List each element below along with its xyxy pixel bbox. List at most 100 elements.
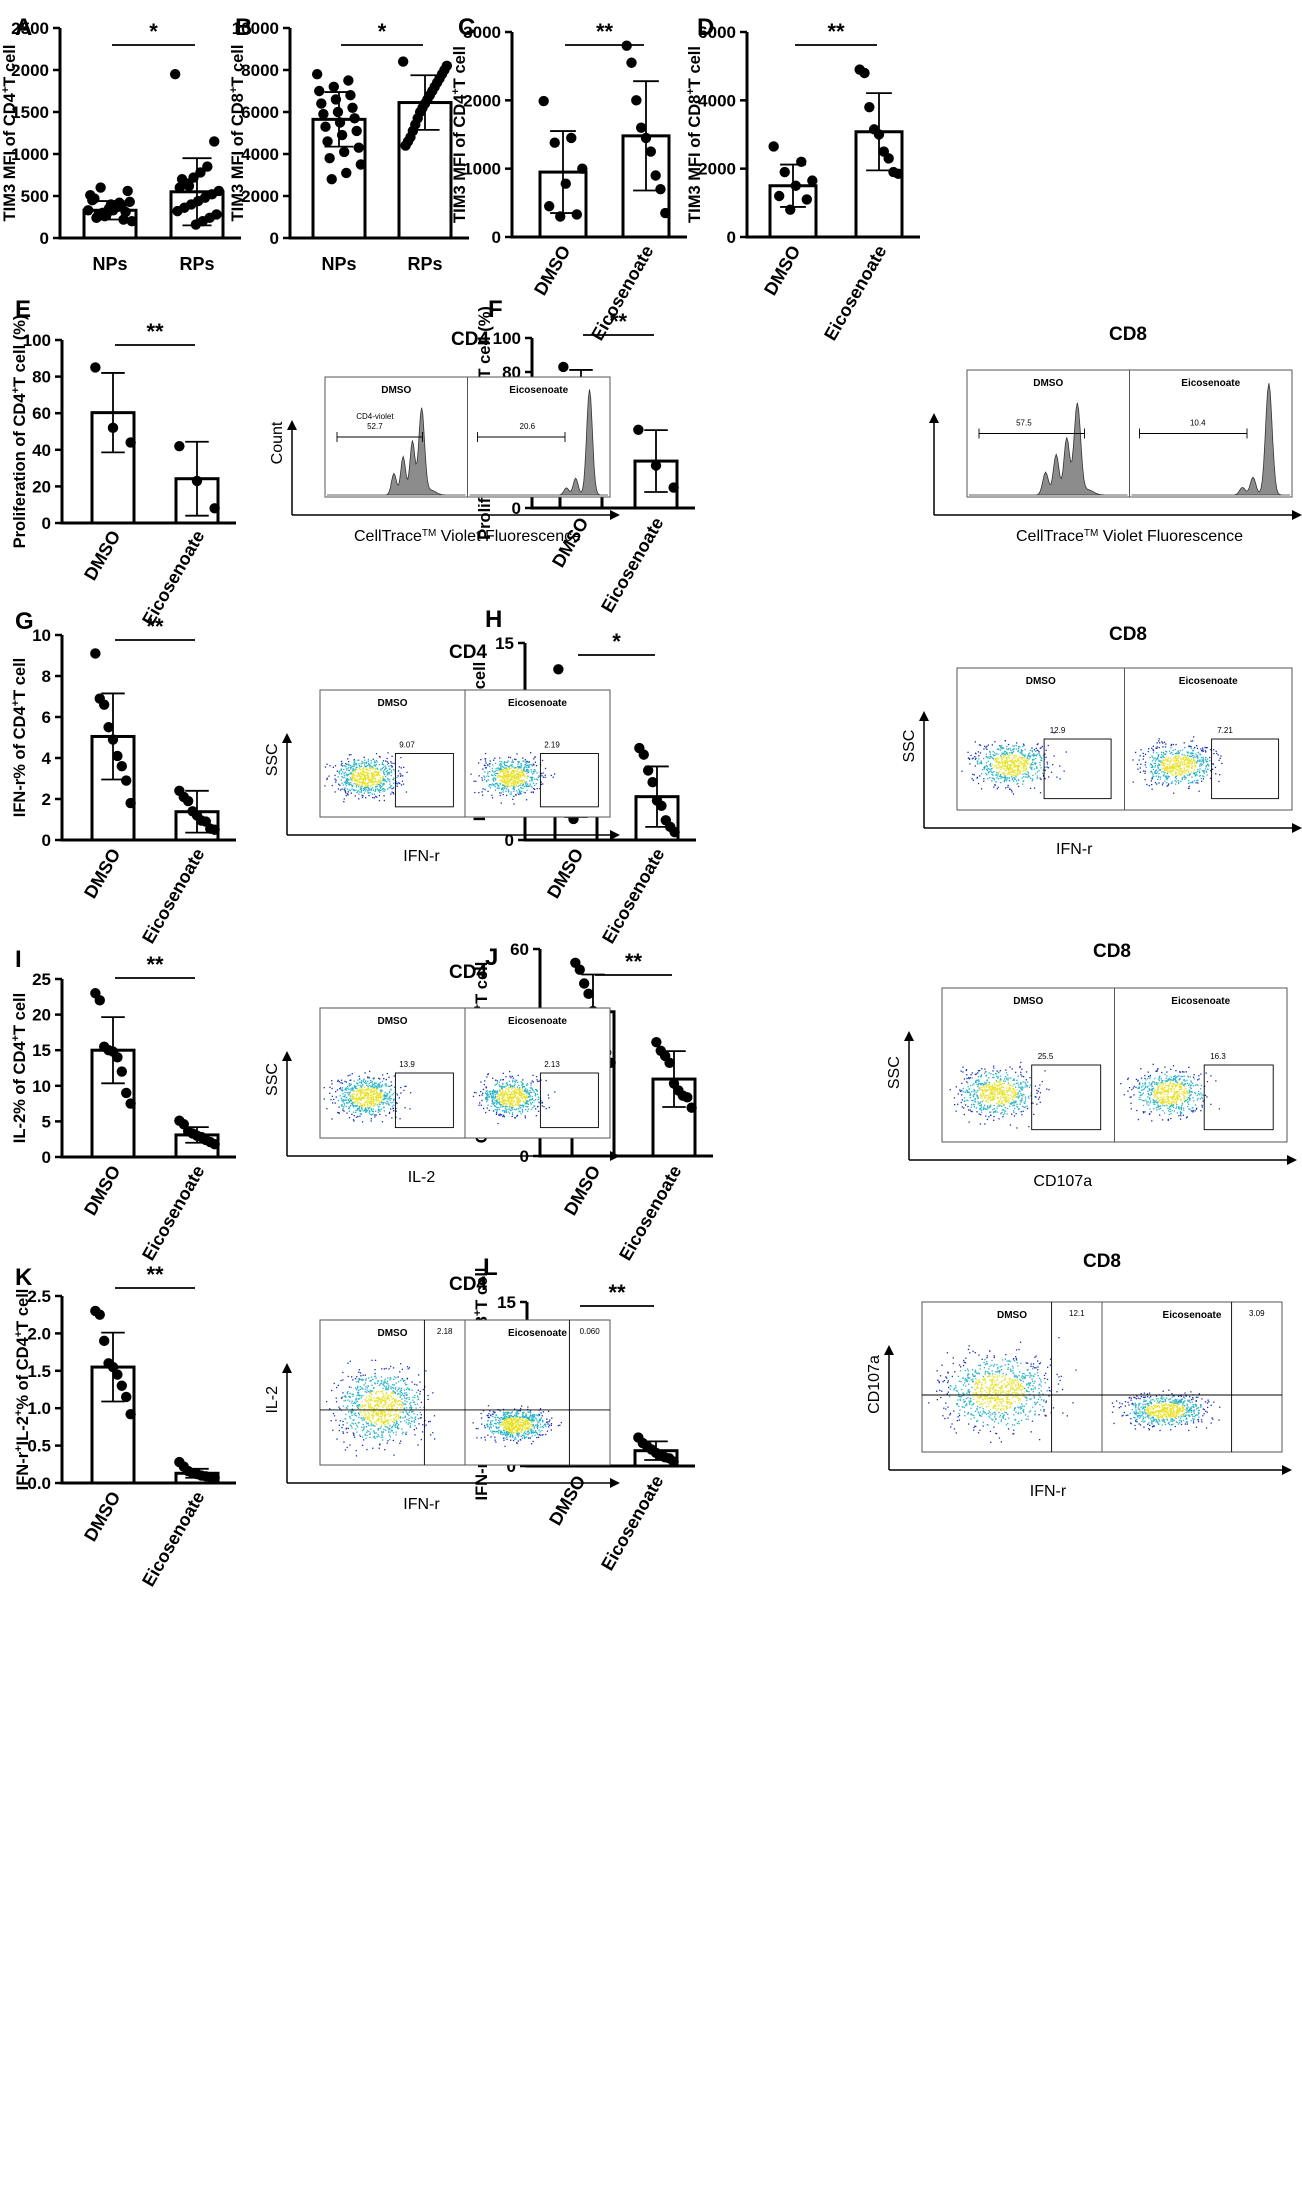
cytometry-event [359, 1091, 361, 1093]
cytometry-event [1184, 754, 1186, 757]
data-point [574, 964, 585, 975]
cytometry-event [385, 760, 387, 762]
cytometry-event [379, 1096, 381, 1098]
cytometry-event [1044, 1070, 1046, 1072]
cytometry-event [355, 763, 357, 765]
cytometry-event [501, 770, 503, 772]
cytometry-event [1001, 752, 1003, 754]
cytometry-event [992, 774, 994, 776]
cytometry-event [530, 1103, 532, 1105]
cytometry-event [989, 753, 991, 756]
cytometry-event [991, 773, 993, 775]
cytometry-event [496, 1090, 499, 1092]
cytometry-event [1190, 781, 1193, 784]
cytometry-event [363, 1110, 365, 1112]
cytometry-event [326, 778, 328, 781]
cytometry-event [992, 1074, 994, 1076]
y-tick-label: 0 [512, 499, 521, 518]
cytometry-event [508, 766, 511, 768]
cytometry-event [1044, 769, 1046, 771]
cytometry-event [1017, 747, 1019, 750]
cytometry-event [489, 787, 491, 789]
cytometry-event [373, 1086, 376, 1088]
cytometry-event [358, 763, 360, 765]
cytometry-event [1006, 751, 1008, 754]
cytometry-event [1028, 1097, 1030, 1099]
cytometry-event [339, 784, 341, 786]
cytometry-event [1005, 1090, 1007, 1092]
y-tick-label: 1000 [463, 160, 501, 179]
cytometry-event [371, 1096, 373, 1098]
cytometry-event [519, 1089, 522, 1091]
cytometry-event [323, 1087, 325, 1089]
cytometry-event [389, 1097, 391, 1099]
cytometry-event [377, 768, 379, 770]
cytometry-event [995, 781, 997, 783]
cytometry-event [360, 791, 362, 793]
y-tick-label: 10000 [232, 19, 279, 38]
y-label-part: Proliferation of CD4 [11, 393, 29, 549]
cytometry-event [511, 1099, 513, 1101]
cytometry-event [523, 779, 525, 781]
cytometry-event [505, 767, 507, 769]
cytometry-event [496, 1099, 498, 1101]
cytometry-event [382, 1102, 385, 1104]
cytometry-event [507, 1084, 509, 1087]
cytometry-event [358, 1075, 360, 1077]
y-label-part: T cell [14, 1289, 32, 1331]
data-point [549, 137, 560, 148]
cytometry-event [495, 1083, 497, 1085]
cytometry-event [374, 761, 376, 764]
cytometry-event [361, 790, 363, 792]
cytometry-event [517, 779, 519, 781]
cytometry-event [376, 773, 378, 775]
cytometry-event [514, 1091, 516, 1093]
y-tick-label: 5 [42, 1112, 51, 1131]
cytometry-event [478, 775, 480, 777]
cytometry-event [511, 1112, 514, 1114]
cytometry-event [1152, 775, 1155, 778]
cytometry-event [371, 1085, 373, 1088]
cytometry-event [1006, 1091, 1008, 1093]
flow-condition-label: DMSO [1033, 378, 1063, 389]
cytometry-event [368, 1088, 371, 1091]
cytometry-event [346, 788, 349, 790]
cytometry-event [973, 1088, 975, 1091]
cytometry-event [1192, 749, 1194, 752]
y-tick-label: 2000 [698, 160, 736, 179]
data-point [116, 1380, 128, 1391]
cytometry-event [351, 774, 354, 776]
cytometry-event [998, 762, 1000, 764]
cytometry-event [492, 764, 494, 766]
cytometry-event [361, 773, 363, 776]
cytometry-event [370, 1094, 372, 1097]
cytometry-event [1158, 773, 1160, 775]
cytometry-event [524, 770, 526, 772]
cytometry-event [1182, 770, 1185, 772]
cytometry-event [344, 790, 346, 792]
cytometry-event [1199, 759, 1201, 761]
cytometry-event [526, 760, 528, 762]
cytometry-event [358, 1105, 360, 1107]
cytometry-event [385, 771, 387, 773]
cytometry-event [518, 1105, 520, 1107]
cytometry-event [980, 1104, 982, 1106]
x-category-label: DMSO [530, 242, 574, 299]
cytometry-event [358, 775, 360, 777]
cytometry-event [1199, 765, 1201, 767]
cytometry-event [992, 1099, 994, 1101]
cytometry-event [984, 1081, 986, 1084]
cytometry-event [992, 751, 994, 753]
cytometry-event [509, 793, 511, 795]
data-point [121, 1391, 132, 1403]
cytometry-event [1219, 774, 1221, 776]
gate-value: 7.21 [1217, 726, 1233, 735]
cytometry-event [499, 760, 501, 763]
cytometry-event [533, 1100, 535, 1102]
cytometry-event [997, 753, 999, 755]
cytometry-event [388, 1098, 390, 1100]
cytometry-event [519, 790, 521, 793]
cytometry-event [986, 1118, 988, 1121]
cytometry-event [508, 768, 510, 770]
y-tick-label: 100 [23, 331, 51, 350]
